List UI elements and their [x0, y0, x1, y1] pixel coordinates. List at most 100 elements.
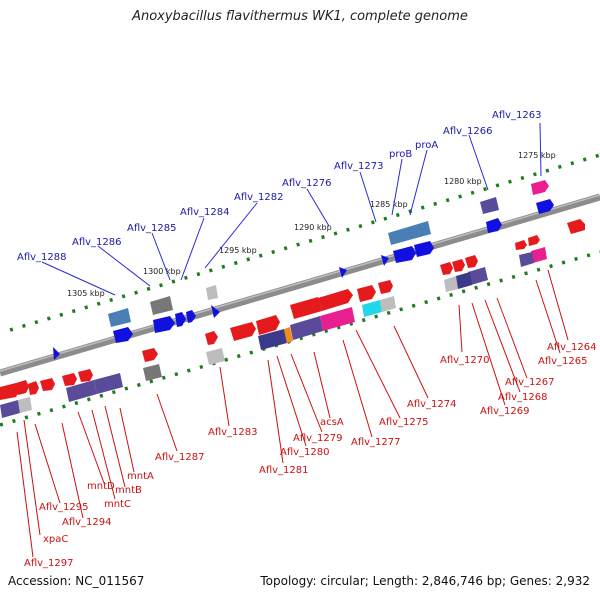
gene: [465, 255, 478, 268]
gene-label: proB: [389, 149, 412, 160]
gene-label: proA: [415, 140, 438, 151]
gene: [205, 331, 218, 345]
gene-label: Aflv_1297: [24, 558, 74, 569]
gene-label: mntB: [115, 485, 142, 496]
scale-label: 1305 kbp: [67, 289, 105, 298]
gene: [230, 322, 256, 341]
gene: [378, 280, 393, 294]
gene-label: mntD: [87, 481, 115, 492]
gene: [150, 296, 173, 315]
gene: [113, 327, 133, 343]
gene: [153, 316, 175, 333]
accession-text: Accession: NC_011567: [8, 574, 145, 588]
gene: [186, 310, 196, 323]
gene-label: Aflv_1265: [538, 356, 588, 367]
gene-label: acsA: [320, 417, 344, 428]
gene-label: Aflv_1263: [492, 110, 542, 121]
gene-label: Aflv_1274: [407, 399, 457, 410]
scale-label: 1300 kbp: [143, 267, 181, 276]
gene: [0, 400, 20, 418]
gene: [414, 241, 434, 257]
scale-label: 1275 kbp: [518, 151, 556, 160]
gene: [486, 218, 502, 233]
gene-label: Aflv_1294: [62, 517, 112, 528]
gene: [62, 373, 77, 386]
gene-label: Aflv_1277: [351, 437, 401, 448]
gene: [0, 383, 20, 400]
gene-label: Aflv_1287: [155, 452, 205, 463]
gene: [53, 347, 60, 360]
scale-label: 1280 kbp: [444, 177, 482, 186]
gene: [290, 316, 323, 340]
gene: [206, 348, 225, 365]
forward-labels: Aflv_1263 Aflv_1266 proA proB Aflv_1273 …: [17, 110, 542, 263]
gene: [78, 369, 93, 382]
gene: [108, 308, 131, 327]
gene: [393, 246, 416, 263]
gene-label: Aflv_1284: [180, 207, 230, 218]
gene: [468, 267, 488, 285]
gene: [519, 252, 534, 267]
gene: [142, 348, 158, 362]
forward-genes: [53, 180, 554, 360]
scale-label: 1290 kbp: [294, 223, 332, 232]
scale-label: 1285 kbp: [370, 200, 408, 209]
gene-label: Aflv_1270: [440, 355, 490, 366]
gene: [94, 373, 123, 394]
gene: [284, 327, 293, 343]
gene: [318, 289, 353, 311]
scale-track-lower: [0, 250, 600, 427]
gene: [531, 180, 549, 195]
gene-label: Aflv_1288: [17, 252, 67, 263]
gene: [339, 267, 347, 278]
gene: [211, 305, 220, 318]
map-title: Anoxybacillus flavithermus WK1, complete…: [132, 9, 468, 24]
genome-summary: Topology: circular; Length: 2,846,746 bp…: [260, 574, 590, 588]
gene: [258, 329, 287, 350]
gene: [531, 247, 547, 263]
reverse-labels: Aflv_1264 Aflv_1265 Aflv_1270 Aflv_1267 …: [24, 342, 597, 569]
gene-label: Aflv_1283: [208, 427, 258, 438]
gene: [444, 276, 458, 292]
gene-label: Aflv_1295: [39, 502, 89, 513]
gene-label: mntA: [127, 471, 154, 482]
gene: [380, 296, 396, 312]
gene-label: Aflv_1281: [259, 465, 309, 476]
gene-label: Aflv_1268: [498, 392, 548, 403]
gene: [357, 285, 376, 302]
gene-label: Aflv_1264: [547, 342, 597, 353]
gene: [480, 197, 499, 214]
gene: [440, 262, 453, 275]
gene-label: Aflv_1276: [282, 178, 332, 189]
gene: [452, 259, 465, 272]
reverse-callouts: [16, 269, 569, 558]
gene: [388, 221, 431, 245]
gene: [256, 315, 280, 335]
gene: [362, 300, 382, 317]
gene-label: Aflv_1266: [443, 126, 493, 137]
gene: [40, 378, 55, 391]
gene: [18, 397, 32, 413]
gene: [567, 219, 585, 234]
gene-label: mntC: [104, 499, 131, 510]
gene: [536, 199, 554, 214]
gene: [290, 297, 322, 319]
gene-label: Aflv_1280: [280, 447, 330, 458]
gene: [456, 272, 472, 289]
forward-callouts: [41, 122, 542, 296]
gene: [175, 312, 186, 327]
reverse-genes: [0, 219, 585, 418]
gene-label: Aflv_1275: [379, 417, 429, 428]
gene-label: Aflv_1286: [72, 237, 122, 248]
gene-label: Aflv_1273: [334, 161, 384, 172]
gene-label: Aflv_1279: [293, 433, 343, 444]
gene: [381, 255, 389, 266]
gene: [143, 364, 162, 381]
scale-label: 1295 kbp: [219, 246, 257, 255]
gene: [16, 380, 29, 395]
gene: [66, 380, 97, 402]
gene-label: xpaC: [43, 534, 68, 545]
gene: [206, 285, 218, 300]
gene: [320, 307, 355, 331]
